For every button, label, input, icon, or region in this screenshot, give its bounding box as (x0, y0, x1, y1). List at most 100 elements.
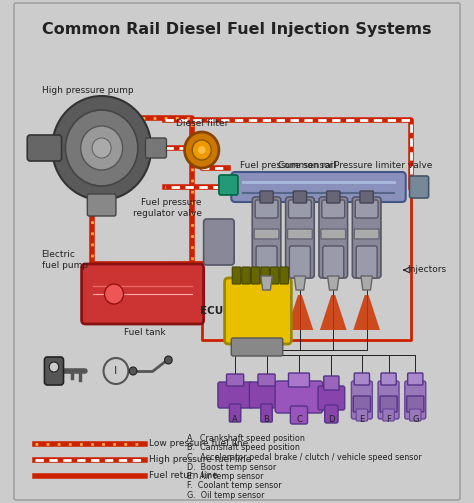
FancyBboxPatch shape (251, 267, 260, 284)
FancyBboxPatch shape (354, 229, 379, 239)
Polygon shape (353, 295, 380, 330)
Text: F.  Coolant temp sensor: F. Coolant temp sensor (187, 481, 282, 490)
Circle shape (49, 362, 59, 372)
FancyBboxPatch shape (219, 175, 238, 195)
FancyBboxPatch shape (232, 267, 241, 284)
Circle shape (184, 132, 219, 168)
FancyBboxPatch shape (82, 264, 204, 324)
FancyBboxPatch shape (288, 229, 312, 239)
FancyBboxPatch shape (229, 404, 241, 422)
FancyBboxPatch shape (252, 197, 281, 278)
FancyBboxPatch shape (289, 373, 310, 387)
Text: Fuel return line: Fuel return line (149, 471, 218, 480)
Text: Common Rail Diesel Fuel Injection Systems: Common Rail Diesel Fuel Injection System… (42, 22, 432, 37)
FancyBboxPatch shape (321, 229, 346, 239)
FancyBboxPatch shape (242, 267, 250, 284)
FancyBboxPatch shape (360, 191, 374, 203)
Text: ECU: ECU (201, 306, 224, 316)
FancyBboxPatch shape (319, 197, 347, 278)
Polygon shape (294, 276, 306, 290)
Text: C: C (296, 415, 302, 424)
Polygon shape (361, 276, 373, 290)
FancyBboxPatch shape (291, 406, 308, 424)
Text: E: E (359, 415, 365, 424)
FancyBboxPatch shape (351, 381, 373, 419)
Polygon shape (253, 295, 280, 330)
FancyBboxPatch shape (270, 267, 279, 284)
FancyBboxPatch shape (261, 267, 269, 284)
FancyBboxPatch shape (318, 386, 345, 410)
FancyBboxPatch shape (231, 172, 406, 202)
FancyBboxPatch shape (27, 135, 62, 161)
FancyBboxPatch shape (410, 409, 421, 421)
Circle shape (103, 358, 128, 384)
Text: Fuel pressure
regulator valve: Fuel pressure regulator valve (133, 198, 202, 218)
Text: Pressure limiter valve: Pressure limiter valve (334, 161, 432, 170)
Text: Fuel pressure sensor: Fuel pressure sensor (240, 161, 333, 170)
FancyBboxPatch shape (289, 200, 311, 218)
FancyBboxPatch shape (405, 381, 426, 419)
Text: High pressure fuel line: High pressure fuel line (149, 456, 252, 464)
FancyBboxPatch shape (260, 191, 273, 203)
Circle shape (65, 110, 138, 186)
FancyBboxPatch shape (322, 200, 345, 218)
FancyBboxPatch shape (356, 246, 377, 278)
FancyBboxPatch shape (225, 278, 292, 344)
FancyBboxPatch shape (256, 246, 277, 278)
FancyBboxPatch shape (408, 373, 423, 385)
Circle shape (192, 140, 211, 160)
Circle shape (129, 367, 137, 375)
FancyBboxPatch shape (227, 374, 244, 386)
FancyBboxPatch shape (280, 267, 289, 284)
FancyBboxPatch shape (45, 357, 64, 385)
FancyBboxPatch shape (327, 191, 340, 203)
FancyBboxPatch shape (407, 396, 424, 412)
Text: Fuel tank: Fuel tank (124, 328, 165, 337)
Circle shape (104, 284, 124, 304)
Text: Low pressure fuel line: Low pressure fuel line (149, 440, 248, 449)
Text: D.  Boost temp sensor: D. Boost temp sensor (187, 462, 277, 471)
FancyBboxPatch shape (204, 219, 234, 265)
FancyBboxPatch shape (254, 229, 279, 239)
Text: B.  Camshaft speed position: B. Camshaft speed position (187, 444, 301, 453)
FancyBboxPatch shape (325, 405, 338, 423)
Text: I: I (114, 366, 118, 376)
Polygon shape (261, 276, 272, 290)
Text: Diesel filter: Diesel filter (175, 119, 228, 128)
Circle shape (92, 138, 111, 158)
FancyBboxPatch shape (410, 176, 428, 198)
Circle shape (164, 356, 172, 364)
FancyBboxPatch shape (293, 191, 307, 203)
FancyBboxPatch shape (380, 396, 397, 412)
Polygon shape (328, 276, 339, 290)
Text: Injectors: Injectors (407, 266, 446, 275)
Text: F: F (386, 415, 391, 424)
Text: Common rail: Common rail (278, 161, 336, 170)
FancyBboxPatch shape (231, 338, 283, 356)
Text: G: G (412, 415, 419, 424)
FancyBboxPatch shape (275, 381, 323, 413)
FancyBboxPatch shape (323, 246, 344, 278)
FancyBboxPatch shape (218, 382, 252, 408)
Circle shape (198, 146, 206, 154)
FancyBboxPatch shape (324, 376, 339, 390)
FancyBboxPatch shape (290, 246, 310, 278)
FancyBboxPatch shape (378, 381, 399, 419)
FancyBboxPatch shape (381, 373, 396, 385)
Text: B: B (264, 415, 270, 424)
FancyBboxPatch shape (356, 409, 368, 421)
FancyBboxPatch shape (146, 138, 166, 158)
Text: G.  Oil temp sensor: G. Oil temp sensor (187, 491, 265, 500)
Text: A.  Crankshaft speed position: A. Crankshaft speed position (187, 434, 305, 443)
Text: A: A (232, 415, 238, 424)
FancyBboxPatch shape (255, 200, 278, 218)
FancyBboxPatch shape (354, 373, 370, 385)
Text: C.  Accelerator pedal brake / clutch / vehicle speed sensor: C. Accelerator pedal brake / clutch / ve… (187, 453, 422, 462)
FancyBboxPatch shape (87, 194, 116, 216)
Circle shape (81, 126, 123, 170)
FancyBboxPatch shape (383, 409, 394, 421)
Circle shape (52, 96, 151, 200)
FancyBboxPatch shape (258, 374, 275, 386)
FancyBboxPatch shape (353, 396, 371, 412)
FancyBboxPatch shape (286, 197, 314, 278)
